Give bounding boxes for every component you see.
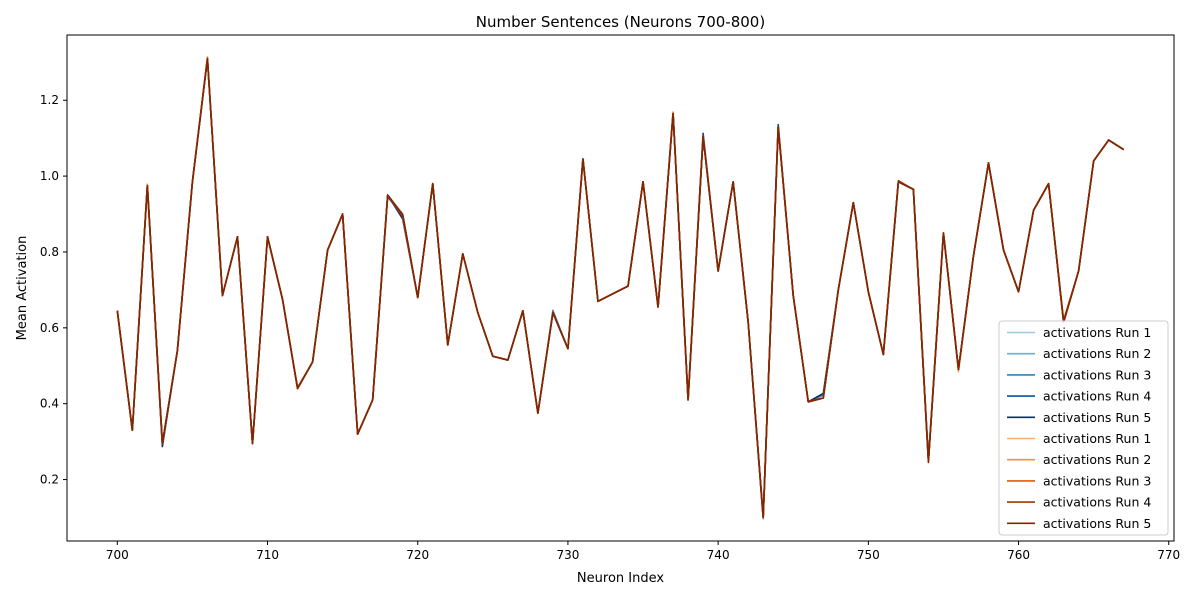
legend-label: activations Run 4: [1043, 495, 1151, 510]
y-tick-label: 0.4: [40, 397, 59, 411]
y-axis-label: Mean Activation: [15, 236, 30, 341]
series-lines: [116, 56, 1125, 520]
plot-frame: [66, 34, 1175, 542]
legend-label: activations Run 2: [1043, 346, 1151, 361]
series-line-10: [116, 57, 1125, 519]
x-tick-label: 700: [106, 548, 129, 562]
plot-background: [67, 35, 1174, 541]
y-axis-ticks: 0.2 0.4 0.6 0.8 1.0 1.2: [40, 93, 67, 487]
y-tick-label: 1.0: [40, 169, 59, 183]
chart-title: Number Sentences (Neurons 700-800): [476, 13, 765, 31]
legend-label: activations Run 2: [1043, 452, 1151, 467]
legend-label: activations Run 3: [1043, 473, 1151, 488]
legend-box: [998, 320, 1169, 536]
legend: activations Run 1 activations Run 2 activa…: [998, 320, 1169, 536]
x-tick-label: 730: [556, 548, 579, 562]
legend-label: activations Run 1: [1043, 431, 1151, 446]
legend-label: activations Run 3: [1043, 367, 1151, 382]
x-tick-label: 740: [707, 548, 730, 562]
y-tick-label: 0.6: [40, 321, 59, 335]
x-axis-ticks: 700 710 720 730 740 750 760 770: [106, 541, 1180, 562]
x-tick-label: 760: [1007, 548, 1030, 562]
y-tick-label: 0.2: [40, 473, 59, 487]
y-tick-label: 0.8: [40, 245, 59, 259]
legend-label: activations Run 1: [1043, 325, 1151, 340]
legend-label: activations Run 5: [1043, 410, 1151, 425]
x-tick-label: 750: [857, 548, 880, 562]
x-axis-label: Neuron Index: [577, 571, 664, 586]
legend-label: activations Run 4: [1043, 389, 1151, 404]
x-tick-label: 710: [256, 548, 279, 562]
x-tick-label: 770: [1157, 548, 1180, 562]
legend-label: activations Run 5: [1043, 516, 1151, 531]
y-tick-label: 1.2: [40, 93, 59, 107]
x-tick-label: 720: [406, 548, 429, 562]
